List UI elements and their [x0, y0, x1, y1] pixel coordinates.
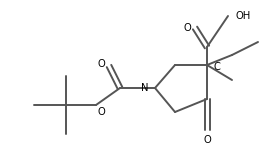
Text: O: O: [97, 59, 105, 69]
Text: O: O: [183, 23, 191, 33]
Text: C: C: [214, 62, 221, 72]
Text: OH: OH: [236, 11, 251, 21]
Text: O: O: [203, 135, 211, 145]
Text: N: N: [142, 83, 149, 93]
Text: O: O: [97, 107, 105, 117]
